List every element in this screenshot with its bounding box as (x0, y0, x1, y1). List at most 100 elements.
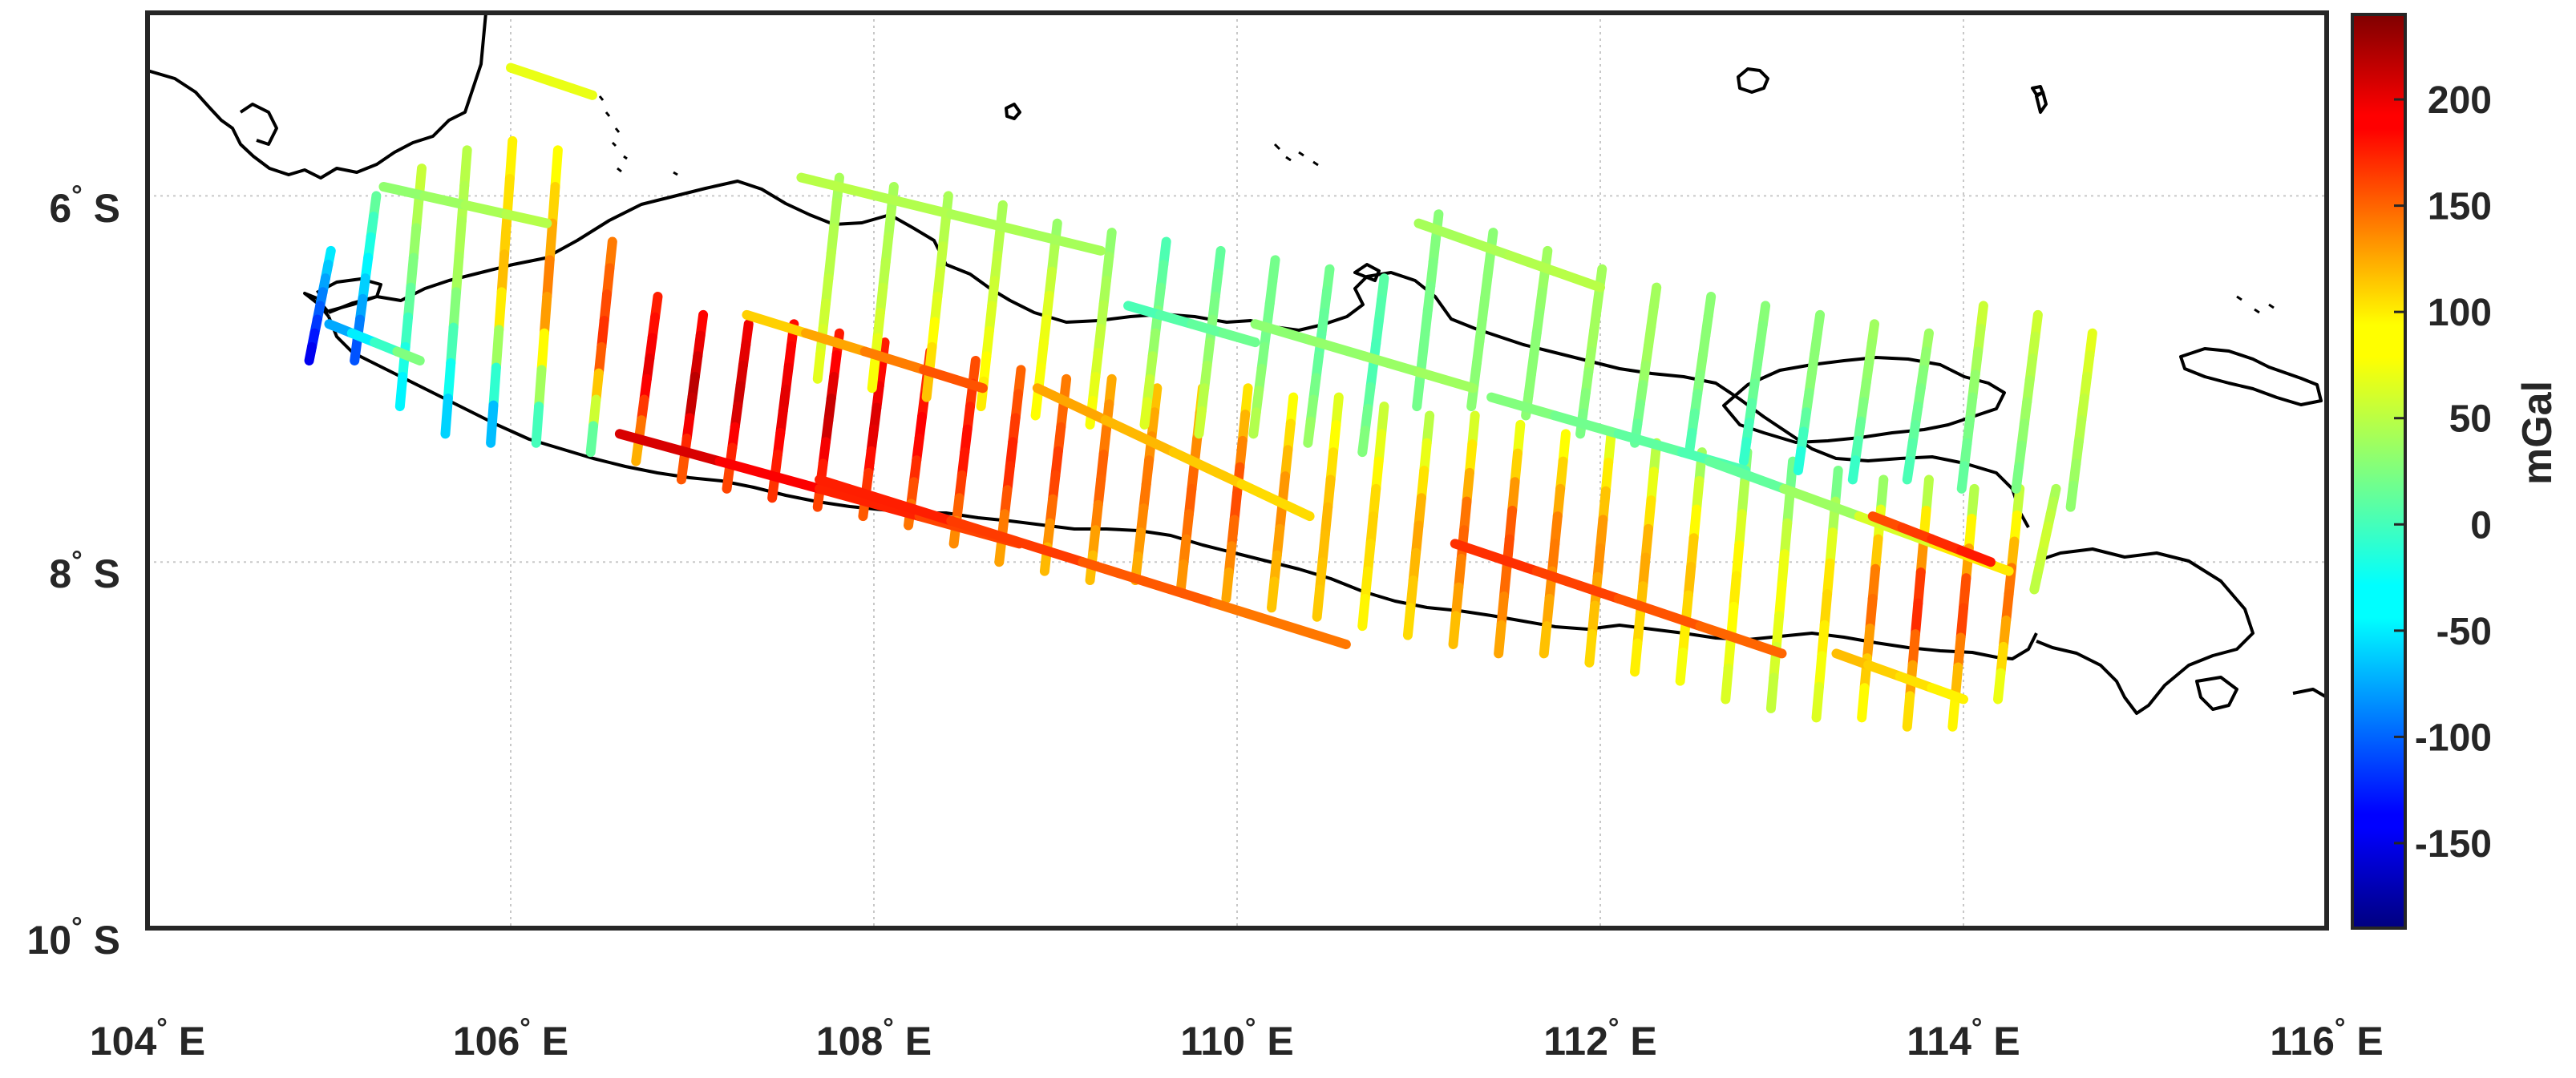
track-segment (2011, 462, 2024, 494)
track-segment (1822, 558, 1835, 600)
survey-track-north (1684, 292, 1717, 458)
track-segment (1771, 611, 1785, 652)
karimunjawa-islet (1353, 263, 1381, 282)
survey-track (585, 236, 617, 458)
track-segment (1734, 509, 1747, 550)
track-segment (1550, 410, 1624, 439)
track-segment (1793, 446, 1806, 475)
track-segment (1921, 474, 1934, 515)
seribu-islands (598, 95, 1319, 176)
track-segment (1875, 474, 1889, 515)
track-segment (400, 312, 414, 352)
track-segment (443, 357, 456, 404)
survey-track (486, 135, 518, 448)
track-segment (1494, 620, 1506, 659)
bali-bay (2195, 676, 2238, 711)
track-segment (419, 191, 471, 210)
track-segment (1221, 567, 1234, 604)
track-segment (567, 83, 597, 100)
survey-track (1357, 402, 1389, 632)
track-segment (1963, 513, 1977, 554)
cross-track (1413, 218, 1605, 293)
track-segment (454, 216, 467, 262)
track-segment (1731, 539, 1745, 581)
track-segment (1100, 415, 1179, 458)
track-segment (867, 357, 880, 394)
track-segment (394, 371, 408, 412)
survey-track (304, 245, 336, 365)
track-segment (1219, 328, 1260, 348)
survey-track-north (2065, 328, 2097, 512)
track-segment (1539, 621, 1552, 659)
colorbar-tick-label: 150 (2428, 186, 2492, 228)
islet-b (2031, 85, 2044, 96)
track-segment (1613, 429, 1687, 458)
track-segment (1248, 407, 1261, 439)
track-segment (1021, 228, 1106, 256)
track-segment (550, 145, 563, 192)
track-segment (1915, 536, 1929, 578)
track-segment (534, 365, 547, 412)
colorbar-ticks: 200 150 100 50 0 -50 -100 -150 (2394, 79, 2492, 866)
colorbar-label: mGal (2514, 381, 2561, 485)
track-segment (1531, 566, 1624, 604)
survey-track (531, 145, 563, 448)
track-segment (542, 255, 555, 302)
track-segment (1486, 392, 1560, 421)
track-segment (1863, 660, 1905, 681)
cross-track (742, 309, 988, 394)
x-tick-labels: 104° E 106° E 108° E 110° E 112° E 114° … (90, 1013, 2384, 1064)
track-segment (1550, 266, 1605, 293)
track-segment (1613, 593, 1705, 632)
track-segment (304, 341, 317, 365)
colorbar-tick-label: -150 (2415, 823, 2492, 866)
x-tick-label: 108° E (816, 1013, 932, 1064)
survey-track-north (1630, 282, 1662, 448)
track-segment (411, 193, 424, 233)
track-segment (1357, 593, 1370, 632)
track-segment (614, 429, 725, 466)
track-segment (1993, 668, 2006, 705)
survey-track-north (1248, 255, 1280, 439)
survey-track (1947, 483, 1980, 732)
track-segment (350, 335, 362, 365)
track-segment (1779, 483, 1864, 522)
track-segment (494, 287, 507, 335)
track-segment (1459, 234, 1514, 260)
track-segment (403, 282, 416, 322)
ujung-kulon (316, 277, 382, 313)
track-segment (714, 456, 825, 494)
track-segment (1721, 663, 1733, 705)
track-segment (499, 212, 512, 260)
survey-track (1267, 392, 1299, 613)
cross-track (378, 181, 552, 228)
track-segment (1831, 648, 1874, 670)
track-segment (1955, 603, 1968, 643)
lombok-coast (2292, 688, 2327, 699)
track-segment (1729, 571, 1741, 612)
track-segment (919, 365, 988, 394)
track-segment (1194, 406, 1207, 439)
survey-track (631, 292, 663, 466)
x-tick-label: 114° E (1907, 1013, 2020, 1064)
track-segment (1902, 456, 1915, 485)
track-segment (1187, 319, 1229, 338)
survey-track (722, 319, 754, 494)
bawean-island (1737, 67, 1769, 94)
track-segment (1357, 426, 1370, 458)
track-segment (1865, 593, 1878, 633)
track-segment (1413, 218, 1470, 244)
survey-track (1039, 373, 1072, 576)
track-segment (1584, 629, 1597, 668)
track-segment (859, 346, 929, 375)
track-segment (501, 209, 552, 228)
bali-coast (2036, 547, 2255, 715)
cross-track (1450, 539, 1787, 659)
track-segment (1956, 545, 1996, 567)
track-segment (440, 394, 453, 439)
track-segment (1359, 351, 1424, 378)
x-tick-label: 116° E (2270, 1013, 2384, 1064)
colorbar-tick-label: -100 (2415, 717, 2492, 759)
y-tick-label: 8° S (49, 546, 120, 596)
